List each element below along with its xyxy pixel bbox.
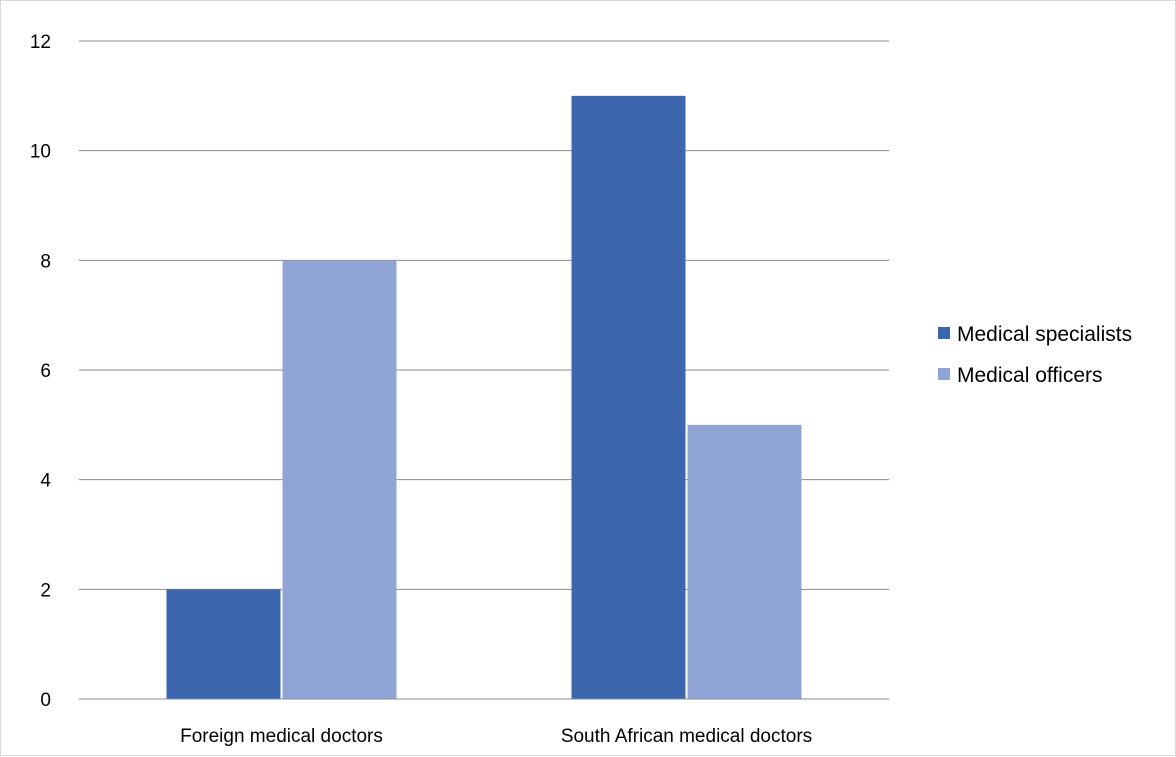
y-tick-label: 2 — [40, 580, 51, 601]
bar-medical-officers-1 — [687, 424, 802, 699]
y-axis-ticks: 0 2 4 6 8 10 12 — [30, 32, 52, 711]
y-tick-label: 4 — [40, 471, 51, 492]
bar-medical-specialists-1 — [571, 95, 686, 700]
legend-swatch — [938, 368, 950, 380]
bar-medical-specialists-0 — [166, 589, 281, 699]
y-tick-label: 10 — [30, 142, 51, 163]
legend-swatch — [938, 327, 950, 339]
y-tick-label: 8 — [40, 251, 51, 272]
x-category-label: South African medical doctors — [561, 726, 812, 747]
y-tick-label: 0 — [40, 690, 51, 711]
y-tick-label: 6 — [40, 361, 51, 382]
legend-label: Medical specialists — [957, 323, 1132, 346]
x-axis: Foreign medical doctors South African med… — [79, 698, 889, 747]
x-category-label: Foreign medical doctors — [180, 726, 383, 747]
legend: Medical specialists Medical officers — [938, 323, 1132, 387]
bar-medical-officers-0 — [282, 260, 397, 699]
bars — [166, 95, 802, 700]
legend-label: Medical officers — [957, 364, 1103, 387]
y-tick-label: 12 — [30, 32, 51, 53]
